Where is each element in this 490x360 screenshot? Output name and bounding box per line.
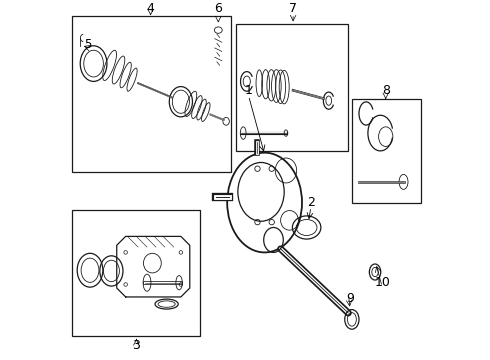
Text: 6: 6: [214, 2, 222, 15]
Text: 9: 9: [346, 292, 354, 305]
Text: 8: 8: [382, 84, 390, 97]
Text: 7: 7: [289, 2, 297, 15]
Text: 1: 1: [245, 84, 252, 97]
Text: 5: 5: [85, 37, 92, 50]
Text: 2: 2: [307, 196, 315, 209]
Bar: [72, 15, 231, 172]
Bar: [236, 24, 348, 151]
Text: 10: 10: [374, 276, 390, 289]
Text: 4: 4: [147, 2, 154, 15]
Text: 3: 3: [132, 339, 140, 352]
Polygon shape: [117, 237, 190, 297]
Bar: [72, 210, 200, 336]
Bar: [352, 99, 421, 203]
